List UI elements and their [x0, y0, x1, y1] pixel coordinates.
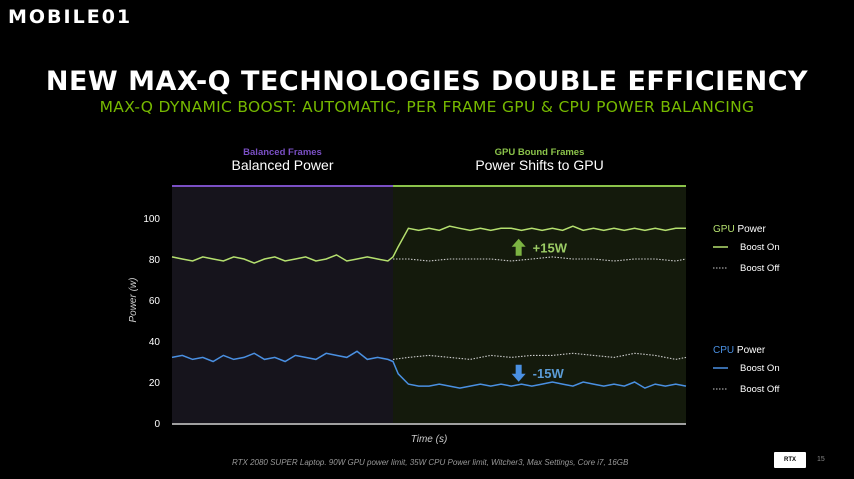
balanced-region-bg	[172, 186, 394, 423]
gpu-boost-on-label: Boost On	[740, 242, 780, 253]
slide-subtitle: MAX-Q DYNAMIC BOOST: AUTOMATIC, PER FRAM…	[99, 98, 755, 116]
y-tick-60: 60	[149, 296, 161, 307]
y-axis-ticks: 0 20 40 60 80 100	[143, 214, 160, 430]
y-axis-label: Power (w)	[128, 277, 139, 322]
footnote: RTX 2080 SUPER Laptop. 90W GPU power lim…	[232, 458, 629, 467]
power-shifts-heading: Power Shifts to GPU	[475, 157, 603, 173]
annotation-label-0: +15W	[533, 241, 568, 256]
mobile01-logo: MOBILE01	[8, 6, 133, 28]
series-lines	[171, 225, 687, 389]
x-axis-label: Time (s)	[411, 434, 448, 445]
balanced-frames-label: Balanced Frames	[243, 147, 322, 158]
annotations: +15W -15W	[511, 238, 568, 382]
y-tick-20: 20	[149, 378, 161, 389]
cpu-boost-on-line	[171, 350, 687, 389]
y-tick-40: 40	[149, 337, 161, 348]
page-number: 15	[817, 456, 825, 463]
cpu-legend-title: CPU Power	[713, 345, 766, 356]
gpu-legend-title: GPU Power	[713, 224, 766, 235]
gpu-bound-region-bg	[393, 186, 686, 423]
balanced-power-heading: Balanced Power	[232, 157, 334, 173]
slide-title: NEW MAX-Q TECHNOLOGIES DOUBLE EFFICIENCY	[45, 66, 809, 97]
up-arrow-icon	[511, 238, 526, 256]
down-arrow-icon	[511, 364, 526, 382]
cpu-boost-on-label: Boost On	[740, 363, 780, 374]
y-tick-0: 0	[154, 419, 160, 430]
gpu-boost-on-line	[171, 225, 686, 264]
gpu-boost-off-line	[393, 256, 687, 262]
y-tick-80: 80	[149, 255, 161, 266]
nvidia-rtx-badge: RTX	[774, 452, 806, 468]
y-tick-100: 100	[143, 214, 160, 225]
gpu-boost-off-label: Boost Off	[740, 263, 780, 274]
annotation-label-1: -15W	[533, 366, 565, 381]
cpu-boost-off-line	[392, 352, 687, 360]
legend: GPU Power Boost On Boost Off CPU Power Boost…	[713, 224, 780, 395]
gpu-bound-frames-label: GPU Bound Frames	[495, 147, 585, 158]
cpu-boost-off-label: Boost Off	[740, 384, 780, 395]
